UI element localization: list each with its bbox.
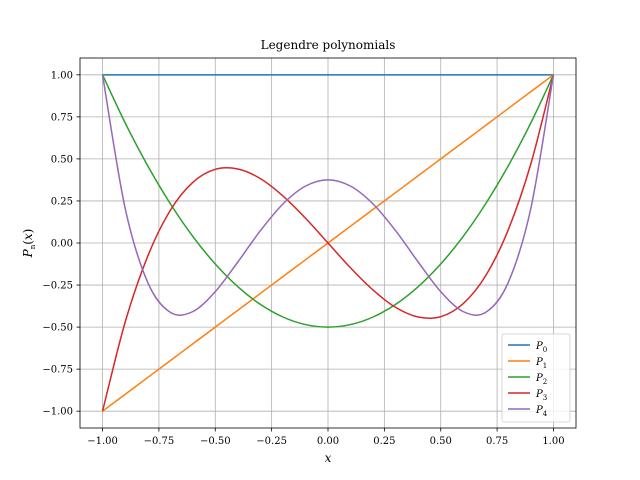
legend-label-p0: P0 — [535, 341, 547, 354]
y-tick-label: 1.00 — [51, 70, 73, 81]
y-tick-label: −0.50 — [42, 323, 73, 334]
y-tick-label: 0.00 — [51, 239, 73, 250]
legend-label-p2: P2 — [535, 373, 547, 386]
plot-lines — [101, 74, 555, 412]
y-tick-label: 0.25 — [51, 196, 73, 207]
legend: P0 P1 P2 P3 P4 — [501, 333, 571, 423]
x-tick-label: 0.50 — [430, 436, 452, 447]
svg-text:Pn(x): Pn(x) — [21, 229, 37, 259]
x-tick-label: −0.50 — [200, 436, 231, 447]
y-axis-label-symbol: P — [21, 248, 35, 258]
x-tick-label: −0.25 — [256, 436, 287, 447]
legend-label-p1: P1 — [535, 357, 547, 370]
y-tick-label: −0.75 — [42, 365, 73, 376]
y-tick-label: 0.75 — [51, 112, 73, 123]
legend-box — [501, 333, 571, 423]
legend-label-p3: P3 — [535, 389, 547, 402]
x-tick-label: 0.25 — [373, 436, 395, 447]
series-line-p3 — [101, 74, 555, 412]
series-line-p2 — [101, 74, 555, 328]
y-tick-label: −1.00 — [42, 407, 73, 418]
y-axis-label-argument: ( — [21, 240, 35, 245]
y-axis-label-close: ) — [21, 229, 35, 234]
y-axis-label: Pn(x) — [21, 229, 37, 259]
y-tick-label: 0.50 — [51, 154, 73, 165]
legend-label-p4: P4 — [535, 405, 548, 418]
x-tick-label: 0.00 — [317, 436, 339, 447]
series-line-p4 — [101, 74, 555, 316]
x-tick-label: 0.75 — [486, 436, 508, 447]
x-axis-label: x — [325, 451, 332, 465]
x-tick-label: 1.00 — [542, 436, 564, 447]
y-axis-label-var: x — [21, 233, 35, 240]
x-tick-label: −1.00 — [87, 436, 118, 447]
y-tick-label: −0.25 — [42, 281, 73, 292]
x-tick-label: −0.75 — [144, 436, 175, 447]
y-axis-label-subscript: n — [29, 244, 37, 249]
chart-title: Legendre polynomials — [261, 38, 396, 52]
axis-ticks: −1.00 −0.75 −0.50 −0.25 0.00 0.25 0.50 0.75 1.00… — [42, 70, 564, 447]
